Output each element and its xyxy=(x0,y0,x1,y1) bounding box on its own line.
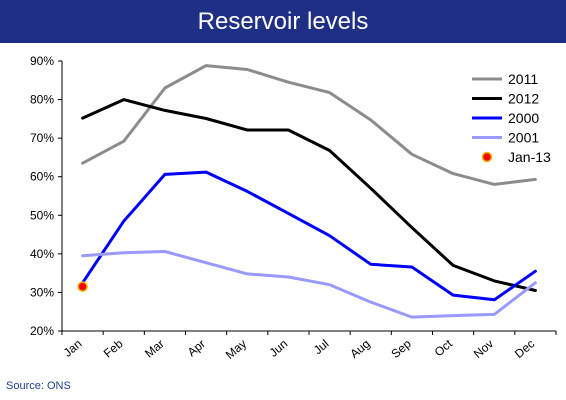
x-tick-label: Sep xyxy=(388,336,414,361)
x-tick-label: May xyxy=(223,337,249,362)
y-tick-label: 90% xyxy=(30,54,54,68)
legend-label-2000: 2000 xyxy=(508,110,539,126)
title-bar: Reservoir levels xyxy=(0,0,566,43)
y-tick-label: 20% xyxy=(30,324,54,338)
legend-label-2011: 2011 xyxy=(508,71,538,87)
x-tick-label: Dec xyxy=(512,337,537,361)
chart-title: Reservoir levels xyxy=(197,7,369,35)
y-tick-label: 80% xyxy=(30,93,54,107)
legend-marker-Jan-13 xyxy=(481,151,493,163)
source-note: Source: ONS xyxy=(6,380,71,392)
y-tick-label: 50% xyxy=(30,208,54,222)
series-line-2000 xyxy=(81,170,537,302)
x-tick-label: Feb xyxy=(101,336,126,360)
series-line-2011 xyxy=(81,64,537,186)
x-tick-label: Apr xyxy=(185,337,208,360)
x-tick-label: Oct xyxy=(432,336,456,359)
legend-label-2012: 2012 xyxy=(508,91,539,107)
x-tick-label: Jul xyxy=(311,337,332,358)
series-line-2012 xyxy=(81,98,537,292)
y-tick-label: 30% xyxy=(30,285,54,299)
x-tick-label: Aug xyxy=(347,337,372,361)
x-tick-label: Jan xyxy=(61,337,85,360)
reservoir-line-chart: 20% 30% 40% 50% 60% 70% 80% 90% Jan Feb Mar Apr May J… xyxy=(30,54,557,362)
x-tick-label: Nov xyxy=(471,337,496,361)
marker-point-Jan-13 xyxy=(77,281,88,292)
y-tick-label: 40% xyxy=(30,247,54,261)
series-line-2001 xyxy=(81,250,537,319)
y-tick-label: 60% xyxy=(30,170,54,184)
legend-label-Jan-13: Jan-13 xyxy=(508,149,551,165)
y-tick-label: 70% xyxy=(30,131,54,145)
x-tick-label: Jun xyxy=(267,337,291,360)
legend-label-2001: 2001 xyxy=(508,130,539,146)
x-tick-label: Mar xyxy=(142,337,167,361)
